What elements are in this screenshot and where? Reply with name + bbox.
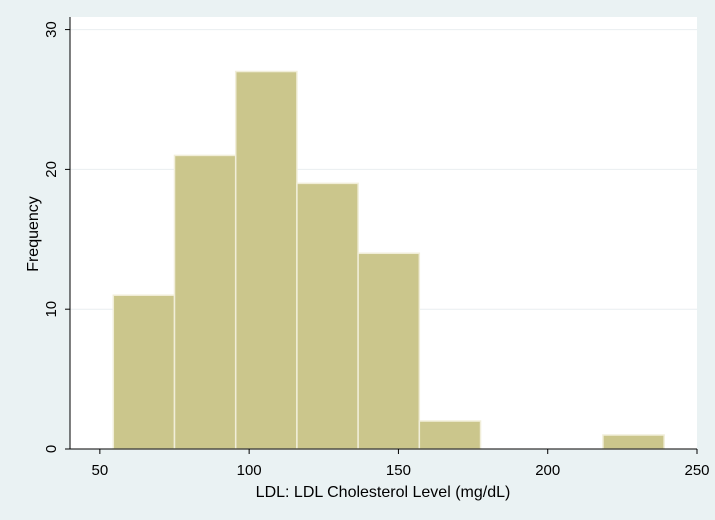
histogram-bar [173,154,237,450]
histogram-bars [112,70,665,450]
x-tick-label: 150 [386,462,411,479]
histogram-bar [357,252,421,450]
x-tick-label: 50 [92,462,109,479]
x-tick-label: 100 [237,462,262,479]
histogram-bar [234,70,298,450]
x-axis-label: LDL: LDL Cholesterol Level (mg/dL) [256,484,511,501]
histogram-bar [296,182,359,450]
y-tick-label: 10 [43,301,60,318]
histogram-bar [602,434,665,450]
histogram-bar [112,294,176,450]
y-tick-label: 0 [43,445,60,453]
axes: 0 10 20 30 50 100 150 200 250 [43,17,710,479]
y-tick-label: 30 [43,21,60,38]
x-tick-label: 200 [535,462,560,479]
y-axis-label: Frequency [25,196,42,272]
histogram-bar [418,420,482,450]
x-tick-label: 250 [684,462,709,479]
y-tick-label: 20 [43,161,60,178]
